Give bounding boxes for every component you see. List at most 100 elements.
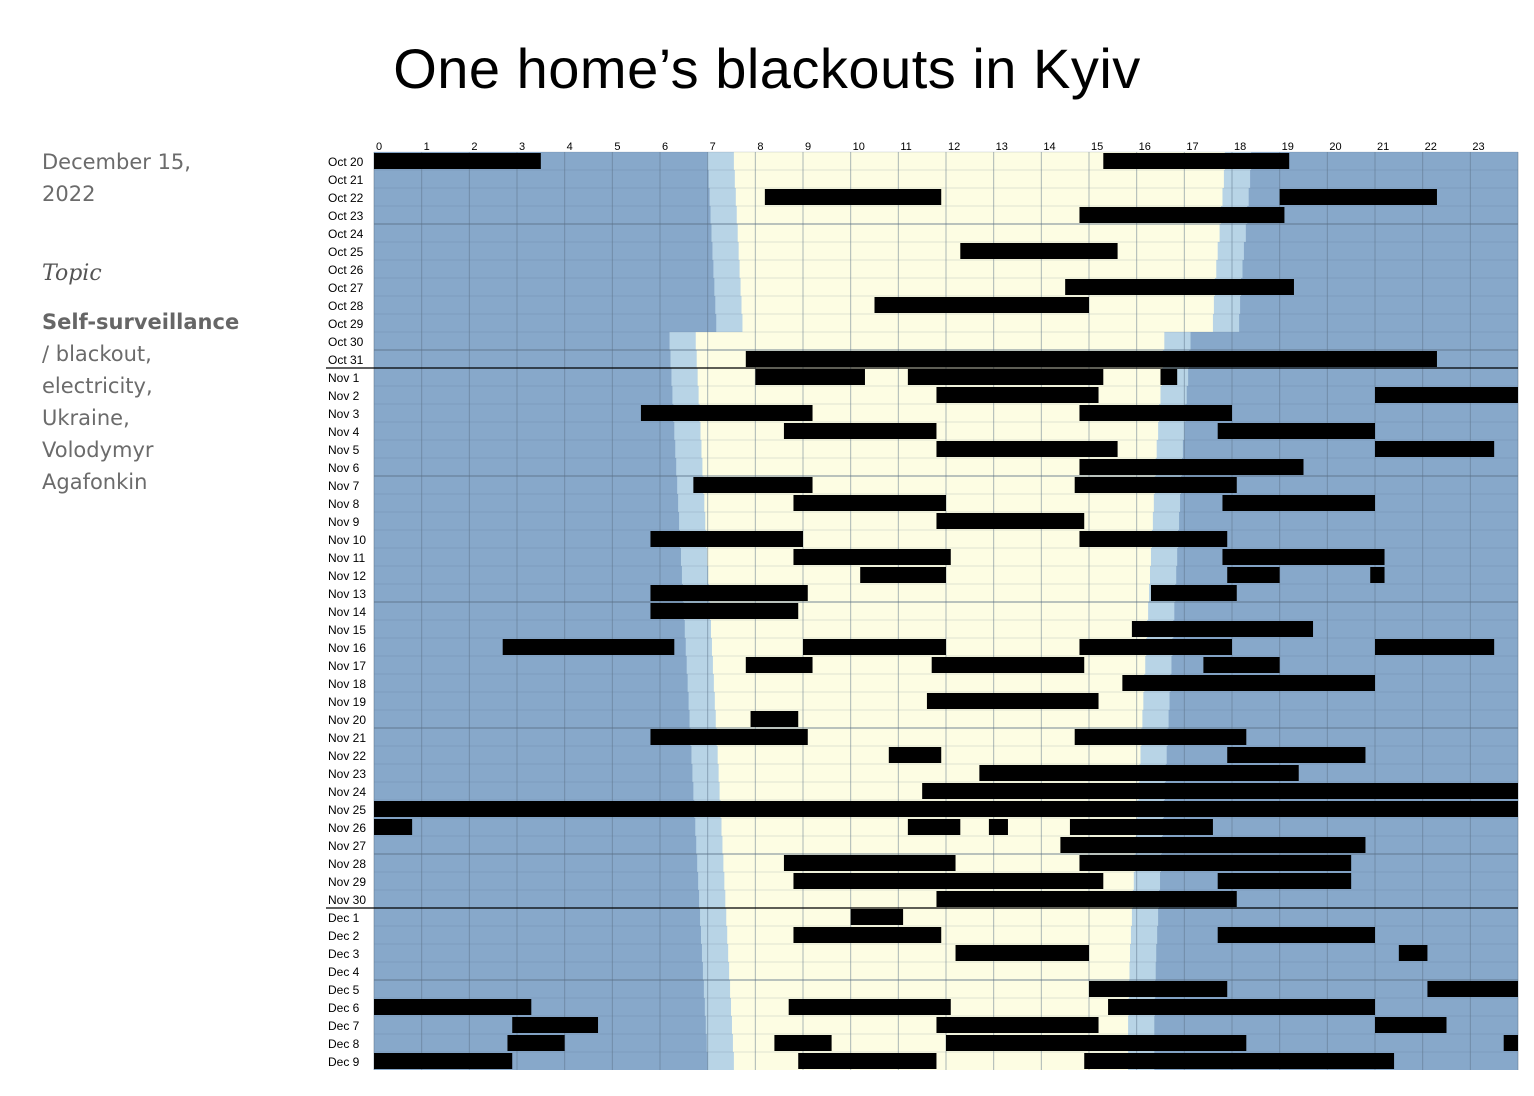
outage-bar <box>1108 999 1375 1015</box>
outage-bar <box>803 639 946 655</box>
outage-bar <box>650 729 808 745</box>
date-label: Dec 1 <box>328 911 360 925</box>
date-label: Nov 4 <box>328 425 360 439</box>
outage-bar <box>926 693 1099 709</box>
hour-label: 20 <box>1329 141 1341 153</box>
date-label: Nov 26 <box>328 821 366 835</box>
outage-bar <box>960 243 1118 259</box>
outage-bar <box>1375 387 1518 403</box>
date-label: Nov 7 <box>328 479 360 493</box>
date-label: Nov 24 <box>328 785 366 799</box>
tag-list[interactable]: / blackout, electricity, Ukraine, Volody… <box>42 342 154 494</box>
date-label: Dec 8 <box>328 1037 360 1051</box>
outage-bar <box>946 1035 1247 1051</box>
hour-label: 16 <box>1139 141 1151 153</box>
outage-bar <box>1222 495 1375 511</box>
outage-bar <box>374 1053 513 1069</box>
date-label: Oct 31 <box>328 353 364 367</box>
date-label: Nov 19 <box>328 695 366 709</box>
outage-bars <box>374 153 1518 1069</box>
hour-label: 19 <box>1282 141 1294 153</box>
outage-bar <box>774 1035 832 1051</box>
outage-bar <box>1079 207 1285 223</box>
hour-label: 17 <box>1186 141 1198 153</box>
date-label: Oct 26 <box>328 263 364 277</box>
day-band <box>729 962 1130 980</box>
outage-bar <box>507 1035 565 1051</box>
date-label: Oct 21 <box>328 173 364 187</box>
outage-bar <box>1150 585 1237 601</box>
day-band <box>739 260 1217 278</box>
hour-label: 13 <box>996 141 1008 153</box>
day-band <box>715 710 1143 728</box>
day-band <box>710 602 1149 620</box>
date-label: Nov 25 <box>328 803 366 817</box>
outage-bar <box>1089 981 1228 997</box>
hour-label: 0 <box>376 141 382 153</box>
day-band <box>702 458 1156 476</box>
outage-bar <box>374 819 413 835</box>
date-label: Dec 3 <box>328 947 360 961</box>
date-label: Dec 9 <box>328 1055 360 1069</box>
date-label: Nov 30 <box>328 893 366 907</box>
date-label: Nov 21 <box>328 731 366 745</box>
outage-bar <box>650 531 803 547</box>
date-label: Oct 24 <box>328 227 364 241</box>
outage-bar <box>1375 1017 1447 1033</box>
date-label: Nov 12 <box>328 569 366 583</box>
date-label: Dec 7 <box>328 1019 360 1033</box>
date-label: Nov 15 <box>328 623 366 637</box>
outage-bar <box>936 513 1085 529</box>
outage-bar <box>755 369 865 385</box>
outage-bar <box>1131 621 1314 637</box>
outage-bar <box>1079 639 1232 655</box>
outage-bar <box>931 657 1085 673</box>
outage-bar <box>1122 675 1375 691</box>
date-label: Nov 9 <box>328 515 360 529</box>
outage-bar <box>1079 405 1232 421</box>
topic-link[interactable]: Self-surveillance <box>42 310 240 334</box>
outage-bar <box>1227 567 1280 583</box>
hour-label: 3 <box>519 141 525 153</box>
outage-bar <box>1203 657 1280 673</box>
outage-bar <box>1370 567 1385 583</box>
outage-bar <box>783 855 956 871</box>
day-band <box>716 728 1142 746</box>
hour-label: 12 <box>948 141 960 153</box>
date-labels: Oct 20 Oct 21 Oct 22 Oct 23 Oct 24 Oct 25 Oct … <box>328 155 366 1069</box>
outage-bar <box>374 999 532 1015</box>
outage-bar <box>1427 981 1518 997</box>
hour-label: 21 <box>1377 141 1389 153</box>
date-label: Nov 16 <box>328 641 366 655</box>
outage-bar <box>650 603 799 619</box>
day-band <box>737 224 1220 242</box>
outage-bar <box>1279 189 1437 205</box>
outage-bar <box>745 657 813 673</box>
date-label: Nov 28 <box>328 857 366 871</box>
publish-date: December 15, 2022 <box>42 150 191 206</box>
day-band <box>703 476 1155 494</box>
hour-label: 6 <box>662 141 668 153</box>
outage-bar <box>1217 423 1375 439</box>
hour-label: 18 <box>1234 141 1246 153</box>
hour-label: 5 <box>614 141 620 153</box>
date-label: Nov 13 <box>328 587 366 601</box>
date-label: Nov 14 <box>328 605 366 619</box>
date-label: Nov 17 <box>328 659 366 673</box>
outage-bar <box>936 441 1118 457</box>
day-band <box>713 674 1145 692</box>
date-label: Nov 23 <box>328 767 366 781</box>
outage-bar <box>640 405 813 421</box>
day-band <box>695 332 1165 350</box>
date-label: Oct 30 <box>328 335 364 349</box>
date-label: Nov 10 <box>328 533 366 547</box>
day-band <box>730 980 1130 998</box>
outage-bar <box>502 639 675 655</box>
hour-label: 1 <box>424 141 430 153</box>
date-label: Oct 23 <box>328 209 364 223</box>
day-band <box>709 584 1150 602</box>
day-band <box>726 908 1132 926</box>
outage-bar <box>788 999 951 1015</box>
outage-bar <box>860 567 946 583</box>
